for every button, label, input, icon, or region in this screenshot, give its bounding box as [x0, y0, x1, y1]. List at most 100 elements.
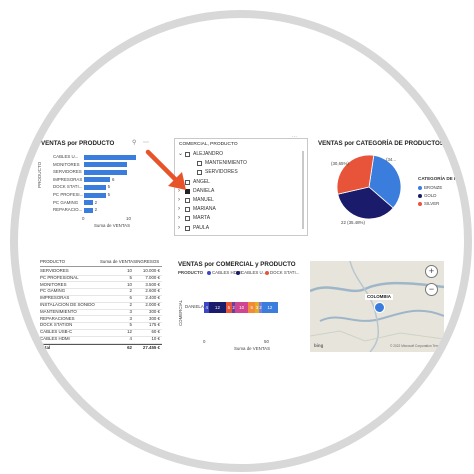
zoom-in-button[interactable]: +: [425, 265, 438, 278]
product-bar[interactable]: [84, 162, 128, 168]
more-options-icon[interactable]: ⋯: [143, 140, 149, 146]
legend-dot: [418, 194, 422, 198]
table-row-divider: [40, 294, 162, 296]
map-copyright: © 2022 Microsoft Corporation Terms: [390, 344, 442, 348]
slicer-checkbox[interactable]: [185, 207, 190, 213]
comercial-bar-segment[interactable]: 2: [232, 302, 235, 313]
chevron-icon[interactable]: ›: [178, 187, 180, 194]
product-bar[interactable]: [84, 200, 93, 206]
table-row-divider: [40, 281, 162, 283]
slicer-checkbox[interactable]: [185, 179, 190, 185]
map-pin-icon[interactable]: [374, 302, 385, 313]
slicer-item-label[interactable]: MANTENIMIENTO: [205, 160, 247, 167]
slicer-item-label[interactable]: PAULA: [193, 224, 210, 231]
comercial-legend-label: CABLES U...: [241, 270, 267, 275]
table-cell-ventas: 4: [129, 336, 132, 341]
slicer-checkbox[interactable]: [197, 161, 202, 167]
table-cell-producto: PC PROFESIONAL: [40, 274, 79, 280]
comercial-legend-label: DOCK STATI...: [270, 270, 300, 275]
table-total-label: Total: [40, 345, 51, 350]
zoom-out-button[interactable]: −: [425, 283, 438, 296]
slicer-checkbox[interactable]: [185, 152, 190, 157]
product-bar[interactable]: [84, 169, 128, 175]
slicer-item-label[interactable]: MANUEL: [193, 197, 214, 203]
slicer-checkbox[interactable]: [185, 216, 190, 222]
legend-dot: [418, 186, 422, 190]
product-bar[interactable]: [84, 184, 106, 190]
slicer-more-icon[interactable]: ⋯: [292, 134, 297, 140]
comercial-bar-segment[interactable]: 4: [204, 302, 210, 313]
chevron-icon[interactable]: ›: [178, 224, 180, 231]
ventas-categoria-title: VENTAS por CATEGORÍA DE PRODUCTOS: [318, 140, 444, 147]
colombia-map[interactable]: COLOMBIA bing © 2022 Microsoft Corporati…: [310, 261, 444, 352]
comercial-producto-title: VENTAS por COMERCIAL y PRODUCTO: [178, 261, 296, 268]
comercial-tick-0: 0: [203, 339, 206, 344]
ventas-producto-tick-0: 0: [82, 216, 85, 221]
comercial-row-label: DANIELA: [185, 304, 204, 309]
table-cell-ventas: 2: [129, 302, 132, 307]
table-cell-producto: REPARACIONES: [40, 315, 75, 321]
slicer-item-label[interactable]: MARTA: [193, 215, 211, 222]
chevron-icon[interactable]: ⌄: [178, 151, 184, 157]
ventas-categoria-pie: [336, 154, 402, 220]
product-bar[interactable]: [84, 207, 93, 213]
comercial-bar-segment[interactable]: 2: [259, 302, 262, 313]
pie-label-silver: (30,65%): [331, 161, 349, 166]
slicer-scrollbar[interactable]: [302, 151, 304, 229]
filter-icon[interactable]: ⚲: [132, 140, 137, 146]
comercial-legend-dot: [207, 271, 211, 275]
comercial-bar-segment[interactable]: 12: [209, 302, 226, 313]
table-cell-ventas: 10: [127, 281, 132, 287]
table-cell-ventas: 10: [127, 268, 132, 273]
slicer-checkbox[interactable]: [185, 225, 190, 231]
table-cell-producto: DOCK STATION: [40, 322, 73, 328]
product-bar-value: 2: [94, 199, 98, 205]
table-cell-ingresos: 300 €: [149, 308, 160, 314]
table-row-divider: [40, 328, 162, 330]
product-bar-value: 5: [107, 184, 111, 190]
slicer-checkbox[interactable]: [185, 188, 190, 194]
comercial-bar-segment[interactable]: 5: [248, 302, 256, 313]
product-bar[interactable]: [84, 192, 106, 198]
comercial-tick-50: 50: [264, 339, 269, 344]
slicer-item-label[interactable]: DANIELA: [193, 187, 215, 194]
product-category-label: IMPRESORAS: [53, 176, 83, 182]
comercial-bar-segment[interactable]: 3: [255, 302, 260, 313]
product-category-label: PC PROFESI...: [53, 192, 84, 197]
comercial-bar-segment[interactable]: 5: [225, 302, 233, 313]
table-cell-ingresos: 10.000 €: [142, 268, 160, 273]
slicer-item-label[interactable]: SERVIDORES: [205, 169, 238, 176]
slicer-item-label[interactable]: ALEJANDRO: [193, 151, 224, 157]
table-cell-ingresos: 7.000 €: [145, 274, 160, 280]
chevron-icon[interactable]: ›: [178, 197, 180, 203]
comercial-bar-segment[interactable]: 10: [234, 302, 249, 313]
table-header-ingresos[interactable]: INGRESOS: [136, 259, 160, 264]
table-header-ventas[interactable]: Suma de VENTAS: [100, 259, 137, 264]
legend-label: GOLD: [424, 193, 437, 198]
bing-logo: bing: [314, 343, 324, 348]
slicer-item-label[interactable]: ANGEL: [193, 178, 210, 185]
table-row-divider: [40, 322, 162, 324]
comercial-bar-segment[interactable]: 12: [261, 302, 278, 313]
table-total-divider: [40, 344, 162, 345]
chevron-icon[interactable]: ›: [178, 206, 180, 213]
comercial-producto-slicer[interactable]: COMERCIAL, PRODUCTO ⋯ ⌄ ALEJANDRO MANTENIM…: [174, 134, 308, 236]
pie-slice-bronze[interactable]: [368, 154, 402, 209]
product-category-label: CABLES U...: [53, 154, 79, 159]
chevron-icon[interactable]: ›: [178, 215, 180, 222]
slicer-item-label[interactable]: MARIANA: [193, 206, 216, 213]
pie-slice-gold[interactable]: [337, 186, 394, 220]
table-cell-ventas: 3: [129, 315, 132, 321]
table-cell-producto: IMPRESORAS: [40, 295, 70, 301]
ventas-producto-title: VENTAS por PRODUCTO: [41, 140, 115, 147]
table-row-divider: [40, 308, 162, 310]
pie-slice-silver[interactable]: [336, 154, 375, 195]
table-cell-producto: CABLES HDMI: [40, 336, 70, 341]
slicer-checkbox[interactable]: [185, 198, 190, 203]
table-cell-ventas: 5: [129, 274, 132, 280]
table-cell-producto: SERVIDORES: [40, 268, 69, 273]
table-header-producto[interactable]: PRODUCTO: [40, 259, 66, 264]
product-bar[interactable]: [84, 177, 110, 183]
slicer-checkbox[interactable]: [197, 170, 202, 176]
product-bar[interactable]: [84, 154, 136, 160]
